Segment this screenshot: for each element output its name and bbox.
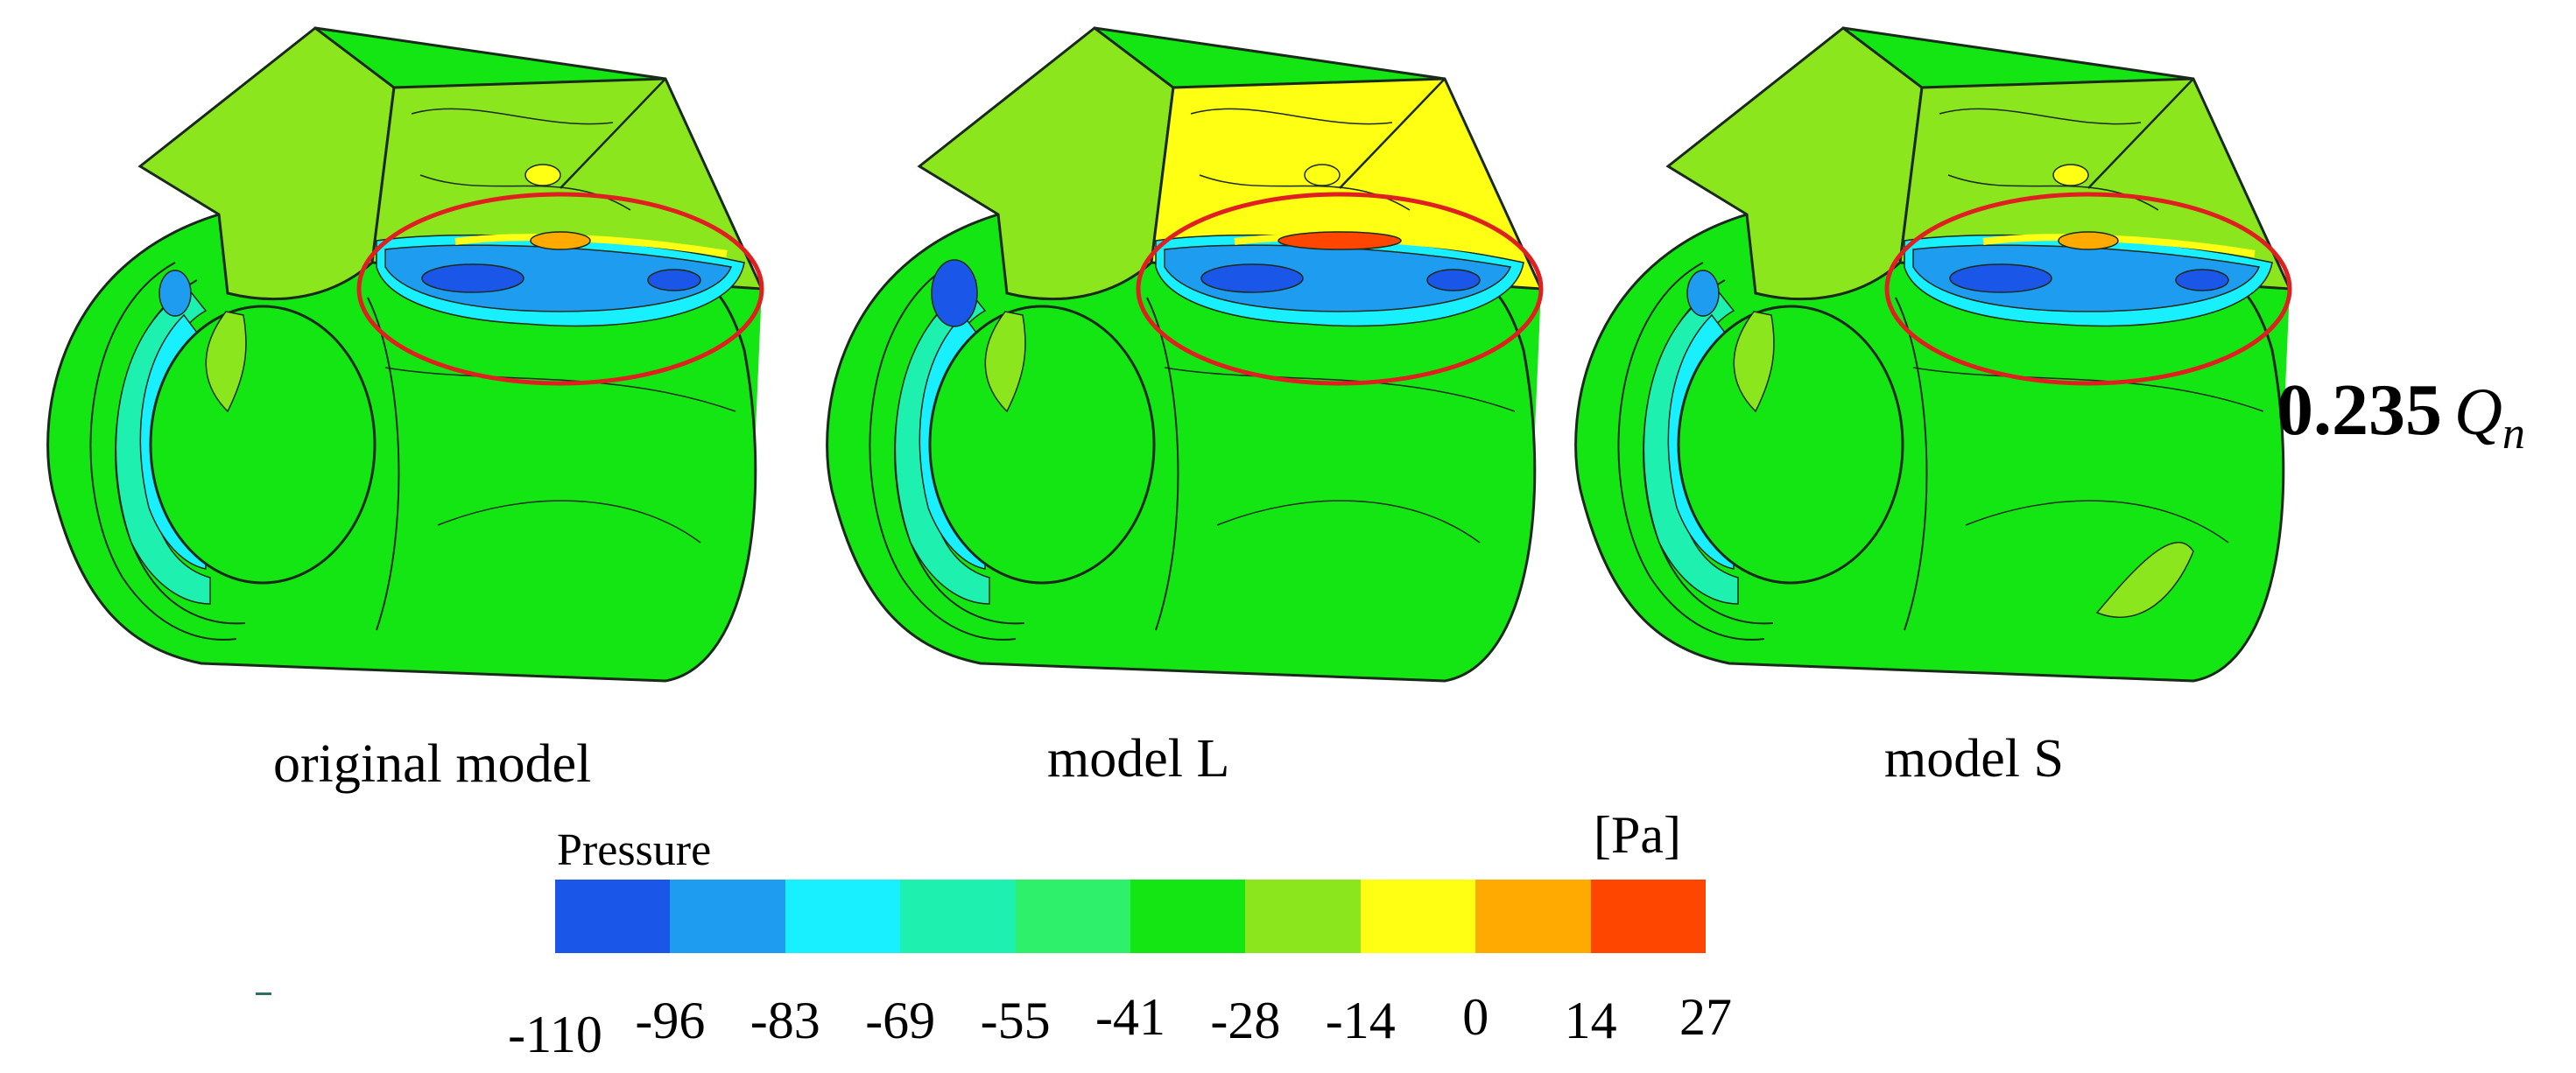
streak-mid (1912, 244, 2261, 312)
colorbar-tick-label: -69 (865, 992, 936, 1049)
colorbar-tick-label: -96 (635, 992, 706, 1049)
contour-line (437, 500, 701, 544)
face-low-spot (931, 259, 978, 327)
colorbar-tick-label: -28 (1210, 992, 1281, 1049)
streak-core (2175, 269, 2229, 291)
outlet-diagonal (560, 78, 666, 189)
colorbar-tick-label: -41 (1095, 988, 1165, 1046)
colorbar-swatch (1245, 880, 1361, 953)
flank-patch (2095, 542, 2194, 618)
contour-line (1190, 108, 1393, 125)
contour-line (1912, 367, 2264, 412)
outlet-diagonal (2087, 78, 2194, 189)
outlet-ridge (1842, 26, 2194, 81)
outlet-ridge (1094, 26, 1446, 81)
highlight-ellipse (356, 192, 764, 386)
volute-panel-1 (826, 26, 1544, 683)
colorbar-swatch (670, 880, 785, 953)
streak-mid (384, 244, 733, 312)
contour-line (384, 367, 736, 412)
colorbar-swatch (555, 880, 671, 953)
hub-disc (928, 305, 1156, 585)
hub-patch (205, 311, 247, 413)
colorbar-swatch (1590, 880, 1707, 953)
hub-patch (984, 311, 1026, 413)
flow-rate-value: 0.235 (2277, 369, 2442, 451)
stray-mark (256, 992, 271, 995)
volute-panel-0 (46, 26, 764, 683)
streak-core (1200, 263, 1304, 293)
caption-model-s: model S (1884, 729, 2064, 789)
pressure-colorbar (555, 880, 1707, 953)
colorbar-swatch (1130, 880, 1246, 953)
colorbar-tick-label: -55 (980, 992, 1051, 1049)
contour-line (1965, 500, 2229, 544)
colorbar-swatch (1360, 880, 1476, 953)
colorbar-tick-label: -14 (1325, 992, 1396, 1049)
legend-unit: [Pa] (1594, 806, 1681, 864)
colorbar-tick-label: 27 (1679, 988, 1732, 1046)
high-spot (1304, 164, 1341, 186)
flow-rate-label: 0.235 Qn (2277, 368, 2525, 459)
streak-core (421, 263, 524, 293)
contour-line (411, 108, 614, 125)
streak-high-spot (2058, 231, 2119, 250)
colorbar-tick-label: 14 (1564, 992, 1617, 1049)
face-low-spot (1686, 270, 1720, 317)
caption-model-l: model L (1047, 729, 1230, 789)
high-spot (2052, 164, 2089, 186)
contour-line (1216, 500, 1481, 544)
hub-patch (1733, 311, 1775, 413)
streak-high-spot (530, 231, 591, 250)
legend-title: Pressure (557, 825, 712, 875)
face-ring-outer (869, 262, 1017, 641)
colorbar-tick-label: -110 (508, 1006, 602, 1063)
volute-panel-2 (1574, 26, 2292, 683)
streak-core (1426, 269, 1481, 291)
caption-original-model: original model (273, 734, 592, 794)
face-ring-outer (1617, 262, 1765, 641)
contour-line (1164, 367, 1516, 412)
flow-rate-symbol: Qn (2454, 375, 2525, 459)
colorbar-swatch (1015, 880, 1131, 953)
highlight-ellipse (1136, 192, 1544, 386)
colorbar-swatch (1475, 880, 1591, 953)
hub-disc (1677, 305, 1904, 585)
outlet-ridge (314, 26, 666, 81)
high-spot (524, 164, 561, 186)
colorbar-tick-label: 0 (1462, 988, 1489, 1046)
colorbar-swatch (785, 880, 901, 953)
face-low-spot (158, 270, 192, 317)
streak-core (647, 269, 701, 291)
highlight-ellipse (1884, 192, 2292, 386)
face-ring-outer (89, 262, 237, 641)
outlet-diagonal (1339, 78, 1446, 189)
colorbar-tick-labels: -110 -96 -83 -69 -55 -41 -28 -14 0 14 27 (0, 987, 2576, 1063)
colorbar-swatch (900, 880, 1016, 953)
colorbar-tick-label: -83 (750, 992, 820, 1049)
streak-high-spot (1277, 231, 1402, 250)
hub-disc (149, 305, 377, 585)
streak-core (1949, 263, 2052, 293)
contour-line (1939, 108, 2142, 125)
